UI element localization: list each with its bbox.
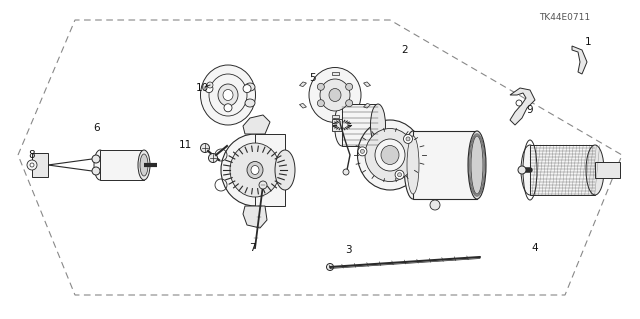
Ellipse shape	[407, 136, 419, 194]
Circle shape	[243, 85, 251, 93]
Ellipse shape	[375, 139, 405, 171]
Ellipse shape	[521, 145, 539, 195]
Polygon shape	[300, 103, 307, 108]
Ellipse shape	[586, 145, 604, 195]
Ellipse shape	[247, 161, 263, 179]
Circle shape	[346, 83, 353, 90]
Ellipse shape	[320, 79, 350, 111]
Polygon shape	[364, 82, 371, 86]
Text: 5: 5	[308, 73, 316, 83]
Polygon shape	[510, 88, 535, 125]
Ellipse shape	[404, 131, 422, 199]
Ellipse shape	[245, 99, 255, 107]
Ellipse shape	[365, 129, 415, 182]
Circle shape	[326, 263, 333, 271]
Bar	[255, 134, 285, 206]
Text: 9: 9	[527, 105, 533, 115]
Bar	[595, 162, 620, 178]
Circle shape	[360, 149, 364, 153]
Circle shape	[317, 100, 324, 107]
Circle shape	[430, 200, 440, 210]
Circle shape	[397, 173, 401, 177]
Ellipse shape	[381, 145, 399, 165]
Text: TK44E0711: TK44E0711	[540, 13, 591, 23]
Text: 1: 1	[585, 37, 591, 47]
Polygon shape	[572, 46, 587, 74]
Polygon shape	[364, 103, 371, 108]
Circle shape	[92, 155, 100, 163]
Circle shape	[516, 100, 522, 106]
Text: 10: 10	[195, 83, 209, 93]
Ellipse shape	[275, 150, 295, 190]
Circle shape	[30, 163, 34, 167]
Polygon shape	[332, 72, 339, 75]
Circle shape	[358, 147, 367, 156]
Bar	[332, 119, 342, 131]
Text: 3: 3	[345, 245, 351, 255]
Circle shape	[205, 85, 213, 93]
Ellipse shape	[200, 65, 255, 125]
Polygon shape	[300, 82, 307, 86]
Ellipse shape	[468, 131, 486, 199]
Ellipse shape	[218, 84, 238, 106]
Circle shape	[317, 83, 324, 90]
Ellipse shape	[138, 150, 150, 180]
Text: 7: 7	[249, 243, 255, 253]
Polygon shape	[243, 115, 270, 134]
Polygon shape	[332, 115, 339, 118]
Ellipse shape	[140, 154, 148, 176]
Ellipse shape	[358, 120, 422, 190]
Circle shape	[209, 153, 218, 162]
Circle shape	[259, 181, 267, 189]
Polygon shape	[243, 206, 267, 228]
Ellipse shape	[371, 104, 385, 146]
Bar	[342, 104, 378, 146]
Ellipse shape	[230, 143, 280, 197]
Bar	[413, 131, 477, 199]
Bar	[32, 153, 48, 177]
Circle shape	[518, 166, 526, 174]
Ellipse shape	[329, 88, 341, 101]
Circle shape	[395, 170, 404, 179]
Circle shape	[27, 160, 37, 170]
Ellipse shape	[221, 134, 289, 206]
Ellipse shape	[245, 83, 255, 91]
Text: 8: 8	[29, 150, 35, 160]
Circle shape	[346, 100, 353, 107]
Circle shape	[406, 137, 410, 141]
Text: 11: 11	[179, 140, 191, 150]
Ellipse shape	[471, 136, 483, 194]
Ellipse shape	[309, 68, 361, 122]
Circle shape	[224, 104, 232, 112]
Bar	[100, 150, 144, 180]
Bar	[530, 145, 595, 195]
Ellipse shape	[94, 150, 106, 180]
Ellipse shape	[223, 90, 233, 100]
Text: 2: 2	[402, 45, 408, 55]
Circle shape	[92, 167, 100, 175]
Circle shape	[343, 169, 349, 175]
Ellipse shape	[335, 104, 349, 146]
Circle shape	[403, 134, 413, 144]
Ellipse shape	[251, 166, 259, 174]
Circle shape	[207, 82, 213, 88]
Text: 4: 4	[532, 243, 538, 253]
Text: 6: 6	[93, 123, 100, 133]
Circle shape	[200, 144, 209, 152]
